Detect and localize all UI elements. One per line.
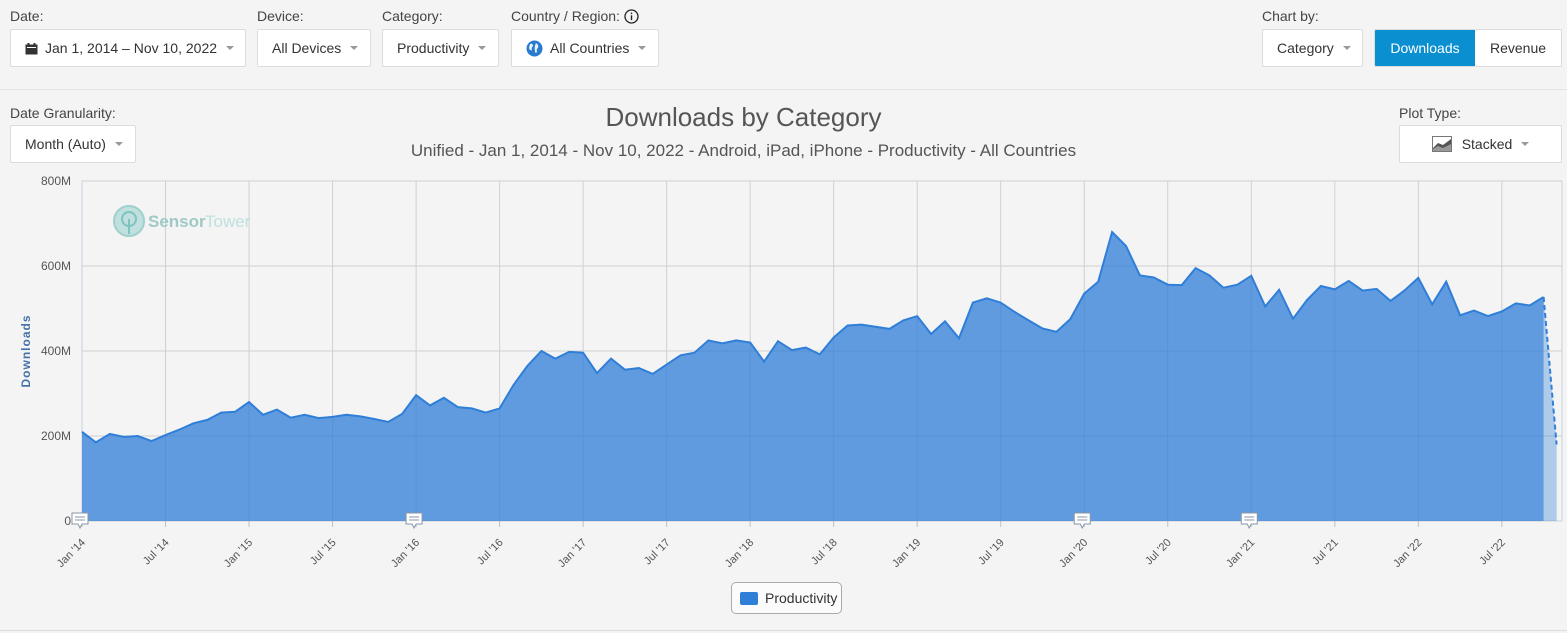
- x-tick-label: Jan '19: [890, 537, 923, 570]
- chevron-down-icon: [1342, 46, 1351, 50]
- toolbar-divider: [0, 89, 1567, 90]
- x-axis: Jan '14 Jul '14 Jan '15 Jul '15 Jan '16 Jul '…: [55, 521, 1508, 570]
- watermark-text-tower: Tower: [205, 212, 251, 231]
- calendar-icon: [25, 42, 38, 55]
- x-tick-label: Jul '22: [1477, 537, 1508, 568]
- x-tick-label: Jan '17: [556, 537, 589, 570]
- bottom-divider: [0, 630, 1567, 631]
- chevron-down-icon: [226, 46, 235, 50]
- legend-item-productivity[interactable]: Productivity: [731, 582, 842, 614]
- date-range-dropdown[interactable]: Jan 1, 2014 – Nov 10, 2022: [10, 29, 246, 67]
- plot-type-value: Stacked: [1461, 136, 1513, 152]
- device-dropdown[interactable]: All Devices: [257, 29, 371, 67]
- productivity-line: [81, 230, 1545, 444]
- date-granularity-label: Date Granularity:: [10, 105, 116, 121]
- projected-area: [1543, 297, 1557, 521]
- y-tick-label: 200M: [41, 429, 71, 443]
- chevron-down-icon: [350, 46, 359, 50]
- plot-type-dropdown[interactable]: Stacked: [1399, 125, 1562, 163]
- category-dropdown[interactable]: Productivity: [382, 29, 499, 67]
- date-filter-label: Date:: [10, 8, 44, 24]
- x-tick-label: Jan '14: [55, 537, 88, 570]
- y-axis-title: Downloads: [19, 314, 33, 387]
- device-filter-label: Device:: [257, 8, 304, 24]
- chevron-down-icon: [114, 142, 123, 146]
- annotation-comment-icon[interactable]: [1073, 512, 1091, 530]
- chevron-down-icon: [1521, 142, 1530, 146]
- plot-type-label: Plot Type:: [1399, 105, 1462, 121]
- legend-label: Productivity: [765, 590, 838, 606]
- metric-toggle: Downloads Revenue: [1374, 29, 1562, 67]
- x-tick-label: Jul '17: [642, 537, 673, 568]
- legend-swatch: [740, 591, 758, 605]
- chart-annotations: [71, 512, 1258, 530]
- chevron-down-icon: [478, 46, 487, 50]
- chevron-down-icon: [638, 46, 647, 50]
- x-tick-label: Jul '20: [1143, 537, 1174, 568]
- revenue-toggle-button[interactable]: Revenue: [1475, 30, 1561, 66]
- x-tick-label: Jan '22: [1391, 537, 1424, 570]
- device-value: All Devices: [272, 40, 342, 56]
- globe-icon: [526, 40, 543, 57]
- x-tick-label: Jul '16: [475, 537, 506, 568]
- x-tick-label: Jul '21: [1310, 537, 1341, 568]
- country-dropdown[interactable]: All Countries: [511, 29, 659, 67]
- y-tick-label: 0: [64, 514, 71, 528]
- sensortower-logo-icon: [113, 205, 145, 237]
- category-value: Productivity: [397, 40, 470, 56]
- country-label-text: Country / Region:: [511, 8, 620, 24]
- chart-subtitle: Unified - Jan 1, 2014 - Nov 10, 2022 - A…: [410, 141, 1077, 160]
- y-tick-label: 800M: [41, 174, 71, 188]
- annotation-comment-icon[interactable]: [405, 512, 423, 530]
- chart-title: Downloads by Category: [605, 102, 882, 132]
- x-tick-label: Jan '16: [389, 537, 422, 570]
- annotation-comment-icon[interactable]: [71, 512, 89, 530]
- chart-by-value: Category: [1277, 40, 1334, 56]
- annotation-comment-icon[interactable]: [1240, 512, 1258, 530]
- country-value: All Countries: [550, 40, 630, 56]
- chart-by-dropdown[interactable]: Category: [1262, 29, 1363, 67]
- chart-series: [81, 230, 1558, 521]
- category-filter-label: Category:: [382, 8, 443, 24]
- granularity-value: Month (Auto): [25, 136, 106, 152]
- downloads-toggle-button[interactable]: Downloads: [1375, 30, 1475, 66]
- x-tick-label: Jan '15: [222, 537, 255, 570]
- y-tick-label: 600M: [41, 259, 71, 273]
- x-tick-label: Jul '15: [308, 537, 339, 568]
- watermark-text-sensor: Sensor: [148, 212, 206, 231]
- x-tick-label: Jan '21: [1224, 537, 1257, 570]
- x-tick-label: Jul '19: [976, 537, 1007, 568]
- x-tick-label: Jul '14: [141, 537, 172, 568]
- stacked-area-icon: [1431, 136, 1452, 152]
- x-tick-label: Jul '18: [809, 537, 840, 568]
- x-tick-label: Jan '18: [723, 537, 756, 570]
- country-filter-label: Country / Region:: [511, 8, 639, 24]
- productivity-area[interactable]: [82, 232, 1544, 521]
- date-range-value: Jan 1, 2014 – Nov 10, 2022: [45, 40, 218, 56]
- x-tick-label: Jan '20: [1057, 537, 1090, 570]
- chart-by-label: Chart by:: [1262, 8, 1319, 24]
- projected-line: [1542, 296, 1558, 445]
- date-granularity-dropdown[interactable]: Month (Auto): [10, 125, 136, 163]
- info-icon[interactable]: [624, 8, 639, 24]
- sensortower-watermark: Sensor Tower: [113, 205, 251, 237]
- y-axis: 0 200M 400M 600M 800M: [41, 174, 71, 528]
- y-tick-label: 400M: [41, 344, 71, 358]
